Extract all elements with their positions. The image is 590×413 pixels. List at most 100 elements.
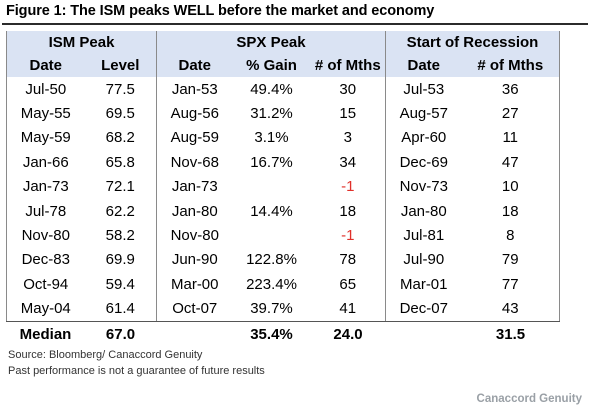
table-cell: Jul-78 [6, 198, 85, 224]
table-cell: Nov-68 [156, 150, 233, 175]
table-cell: May-04 [6, 296, 85, 322]
median-spx-months: 24.0 [310, 321, 386, 348]
table-cell: 61.4 [84, 296, 157, 322]
column-header-row: Date Level Date % Gain # of Mths Date # … [6, 54, 560, 77]
table-cell: Mar-01 [385, 272, 462, 297]
table-cell: 62.2 [84, 198, 157, 224]
table-cell: 27 [461, 101, 560, 126]
table-cell: 65 [310, 272, 386, 297]
table-cell: Jul-53 [385, 77, 462, 102]
table-cell: 77.5 [84, 77, 157, 102]
table-cell: Aug-59 [156, 125, 233, 151]
table-cell: 79 [461, 247, 560, 273]
table-cell: Aug-56 [156, 101, 233, 126]
table-cell: Aug-57 [385, 101, 462, 126]
table-cell: 30 [310, 77, 386, 102]
table-cell: -1 [310, 223, 386, 248]
table-cell: 16.7% [232, 150, 311, 175]
table-cell: Jan-73 [6, 174, 85, 199]
table-cell: 47 [461, 150, 560, 175]
disclaimer-note: Past performance is not a guarantee of f… [8, 365, 265, 377]
table-row: May-59 68.2 Aug-59 3.1% 3 Apr-60 11 [6, 125, 560, 151]
group-header-recession: Start of Recession [385, 31, 560, 54]
table-cell: May-55 [6, 101, 85, 126]
table-cell: 18 [461, 198, 560, 224]
table-cell: 31.2% [232, 101, 311, 126]
table-row: Nov-80 58.2 Nov-80 -1 Jul-81 8 [6, 223, 560, 248]
table-cell: 72.1 [84, 174, 157, 199]
column-header: Date [156, 54, 233, 77]
table-cell [232, 223, 311, 248]
table-cell: 69.5 [84, 101, 157, 126]
table-cell: Nov-80 [6, 223, 85, 248]
table-cell: 69.9 [84, 247, 157, 273]
table-cell: 68.2 [84, 125, 157, 151]
table-cell: 49.4% [232, 77, 311, 102]
median-label: Median [6, 321, 85, 348]
ism-peaks-table: ISM Peak SPX Peak Start of Recession Dat… [6, 31, 560, 348]
table-cell: 36 [461, 77, 560, 102]
table-cell: 78 [310, 247, 386, 273]
source-note: Source: Bloomberg/ Canaccord Genuity [8, 349, 203, 361]
group-header-spx: SPX Peak [156, 31, 386, 54]
table-cell: Oct-94 [6, 272, 85, 297]
column-header: % Gain [232, 54, 311, 77]
figure-title: Figure 1: The ISM peaks WELL before the … [6, 3, 435, 19]
table-cell: 39.7% [232, 296, 311, 322]
title-divider [2, 23, 588, 25]
table-cell: 65.8 [84, 150, 157, 175]
table-cell: 77 [461, 272, 560, 297]
table-cell: Jul-90 [385, 247, 462, 273]
table-cell: 18 [310, 198, 386, 224]
table-cell: May-59 [6, 125, 85, 151]
table-body: Jul-50 77.5 Jan-53 49.4% 30 Jul-53 36 May-55 69.… [6, 77, 560, 322]
table-row: Dec-83 69.9 Jun-90 122.8% 78 Jul-90 79 [6, 247, 560, 273]
table-cell: 8 [461, 223, 560, 248]
table-row: Jul-50 77.5 Jan-53 49.4% 30 Jul-53 36 [6, 77, 560, 102]
median-gain: 35.4% [232, 321, 311, 348]
table-cell: Dec-07 [385, 296, 462, 322]
table-cell: 14.4% [232, 198, 311, 224]
table-cell: Oct-07 [156, 296, 233, 322]
table-cell: 41 [310, 296, 386, 322]
median-recession-months: 31.5 [461, 321, 560, 348]
column-header: Level [84, 54, 157, 77]
table-cell: 10 [461, 174, 560, 199]
table-cell: Mar-00 [156, 272, 233, 297]
table-cell: Jan-66 [6, 150, 85, 175]
table-cell: -1 [310, 174, 386, 199]
table-cell: Jan-80 [156, 198, 233, 224]
table-cell: Jun-90 [156, 247, 233, 273]
table-row: May-55 69.5 Aug-56 31.2% 15 Aug-57 27 [6, 101, 560, 126]
table-cell: Dec-83 [6, 247, 85, 273]
table-cell: Apr-60 [385, 125, 462, 151]
table-cell: 43 [461, 296, 560, 322]
table-row: Jul-78 62.2 Jan-80 14.4% 18 Jan-80 18 [6, 198, 560, 224]
table-cell: Nov-73 [385, 174, 462, 199]
median-row: Median 67.0 35.4% 24.0 31.5 [6, 321, 560, 348]
table-cell: 3.1% [232, 125, 311, 151]
table-row: Jan-66 65.8 Nov-68 16.7% 34 Dec-69 47 [6, 150, 560, 175]
table-cell: Dec-69 [385, 150, 462, 175]
table-cell: 223.4% [232, 272, 311, 297]
table-cell [232, 174, 311, 199]
table-cell: 122.8% [232, 247, 311, 273]
table-cell: 59.4 [84, 272, 157, 297]
table-cell: Jan-53 [156, 77, 233, 102]
table-cell: 3 [310, 125, 386, 151]
table-row: Jan-73 72.1 Jan-73 -1 Nov-73 10 [6, 174, 560, 199]
brand-logo-text: Canaccord Genuity [476, 393, 582, 405]
table-cell: 58.2 [84, 223, 157, 248]
column-header: Date [6, 54, 85, 77]
table-cell: 15 [310, 101, 386, 126]
table-cell: Jan-80 [385, 198, 462, 224]
data-table-container: ISM Peak SPX Peak Start of Recession Dat… [6, 31, 560, 348]
group-header-ism: ISM Peak [6, 31, 157, 54]
column-header: Date [385, 54, 462, 77]
table-row: Oct-94 59.4 Mar-00 223.4% 65 Mar-01 77 [6, 272, 560, 297]
table-row: May-04 61.4 Oct-07 39.7% 41 Dec-07 43 [6, 296, 560, 322]
table-cell: Jan-73 [156, 174, 233, 199]
group-header-row: ISM Peak SPX Peak Start of Recession [6, 31, 560, 54]
table-cell: 11 [461, 125, 560, 151]
table-cell: Jul-50 [6, 77, 85, 102]
